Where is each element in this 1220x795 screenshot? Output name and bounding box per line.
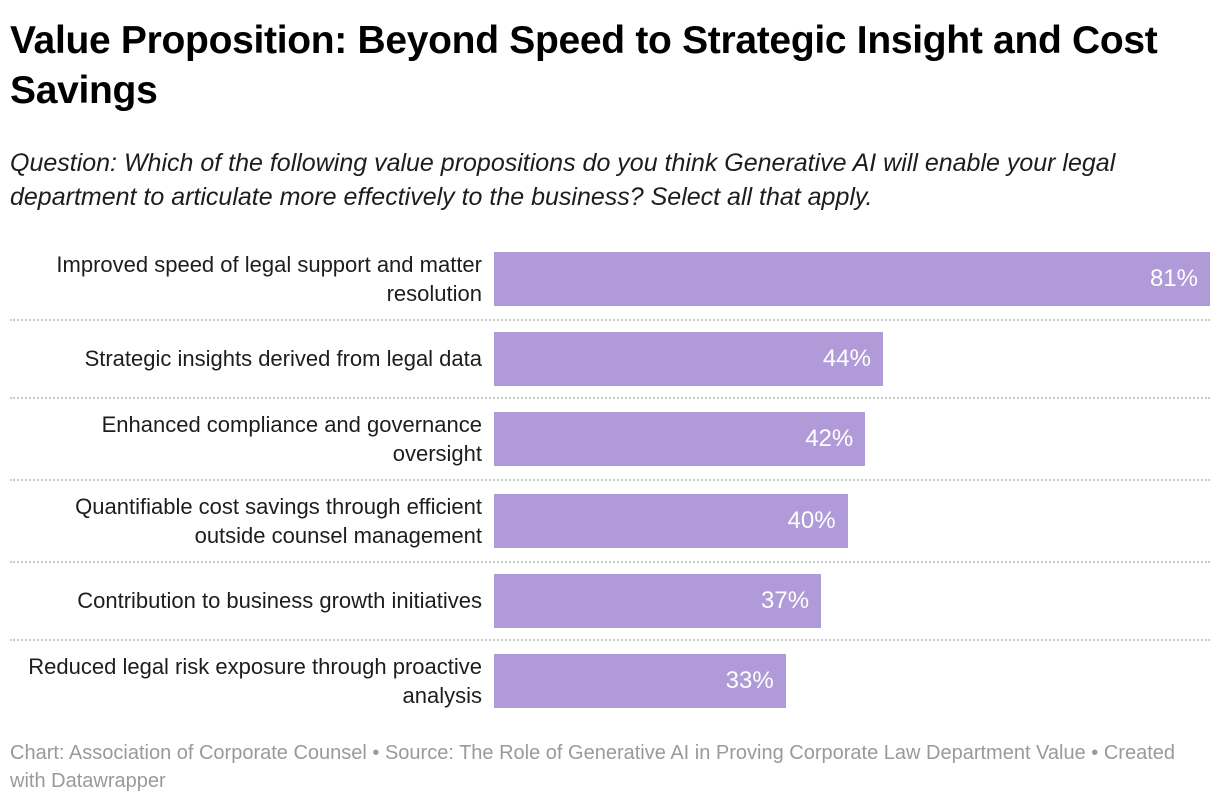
value-label: 37% [761,587,810,614]
row-separator [10,639,1210,641]
chart-row: Contribution to business growth initiati… [10,563,1210,639]
chart-footer: Chart: Association of Corporate Counsel … [10,742,1175,793]
bar: 44% [494,331,883,386]
row-separator [10,561,1210,563]
category-label: Enhanced compliance and governance overs… [101,411,482,466]
row-separator [10,318,1210,321]
bar-track: 37% [494,574,1210,628]
category-label: Improved speed of legal support and matt… [56,251,482,306]
chart-row: Quantifiable cost savings through effici… [10,481,1210,561]
chart-row: Reduced legal risk exposure through proa… [10,641,1210,721]
value-label: 42% [805,424,854,452]
chart-title: Value Proposition: Beyond Speed to Strat… [10,19,1158,112]
bar: 40% [494,493,848,548]
category-label: Reduced legal risk exposure through proa… [28,654,482,709]
value-label: 33% [725,667,774,695]
row-separator [10,478,1210,481]
chart-row: Enhanced compliance and governance overs… [10,399,1210,479]
bar: 42% [494,411,866,466]
bar-track: 44% [494,331,1210,386]
value-label: 44% [822,344,871,372]
category-label: Quantifiable cost savings through effici… [75,493,482,548]
bar-track: 42% [494,411,1210,466]
row-separator [10,396,1210,399]
bar-track: 81% [494,251,1210,306]
category-label: Contribution to business growth initiati… [77,588,482,614]
chart-row: Improved speed of legal support and matt… [10,239,1210,319]
category-label: Strategic insights derived from legal da… [84,346,482,372]
value-label: 81% [1149,264,1198,292]
chart-subtitle: Question: Which of the following value p… [10,148,1116,212]
bar-chart: Improved speed of legal support and matt… [10,239,1210,721]
chart-row: Strategic insights derived from legal da… [10,321,1210,397]
bar: 37% [494,574,822,628]
value-label: 40% [787,506,836,534]
bar-track: 40% [494,493,1210,548]
bar: 33% [494,654,786,709]
bar: 81% [494,251,1210,306]
bar-track: 33% [494,654,1210,709]
